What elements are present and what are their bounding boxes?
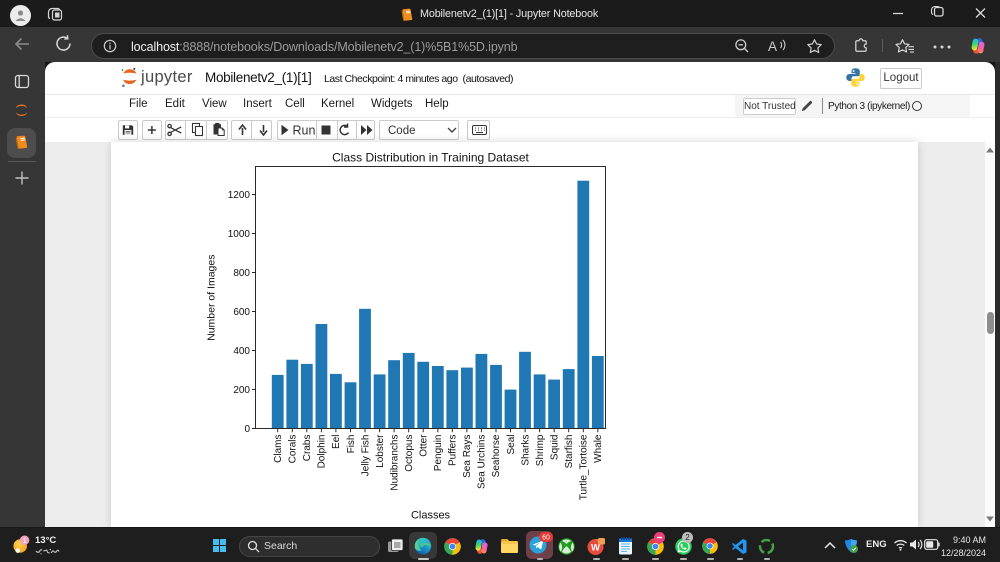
svg-text:Eel: Eel <box>331 435 342 449</box>
svg-text:600: 600 <box>233 307 250 318</box>
svg-text:Run: Run <box>293 124 316 138</box>
svg-text:Squid: Squid <box>549 435 560 461</box>
svg-text:Otter: Otter <box>419 434 430 457</box>
svg-text:1200: 1200 <box>228 190 251 201</box>
svg-text:Lobster: Lobster <box>375 434 386 468</box>
svg-text:Penguin: Penguin <box>433 435 444 472</box>
svg-text:Sea Urchins: Sea Urchins <box>477 435 488 489</box>
svg-text:Octopus: Octopus <box>404 435 415 472</box>
svg-text:Code: Code <box>388 125 416 137</box>
svg-text:Corals: Corals <box>288 435 299 464</box>
svg-text:Class Distribution in Training: Class Distribution in Training Dataset <box>332 151 529 165</box>
svg-text:800: 800 <box>233 268 250 279</box>
svg-text:W: W <box>591 543 600 554</box>
svg-text:Sharks: Sharks <box>520 435 531 466</box>
svg-text:0: 0 <box>244 424 250 435</box>
svg-text:200: 200 <box>233 385 250 396</box>
svg-text:A: A <box>768 39 777 54</box>
svg-text:2: 2 <box>685 533 690 542</box>
svg-text:Crabs: Crabs <box>302 435 313 462</box>
svg-text:Number of Images: Number of Images <box>206 255 218 341</box>
svg-text:Turtle_Tortoise: Turtle_Tortoise <box>579 434 590 500</box>
svg-text:Jelly Fish: Jelly Fish <box>360 435 371 477</box>
svg-text:400: 400 <box>233 346 250 357</box>
svg-text:Whale: Whale <box>593 434 604 463</box>
svg-text:1: 1 <box>23 536 27 545</box>
svg-text:Puffers: Puffers <box>448 435 459 467</box>
svg-text:1000: 1000 <box>228 229 251 240</box>
svg-text:Sea Rays: Sea Rays <box>462 435 473 478</box>
svg-text:Starfish: Starfish <box>564 435 575 469</box>
svg-text:Seal: Seal <box>506 435 517 455</box>
svg-text:Fish: Fish <box>346 435 357 454</box>
svg-text:Classes: Classes <box>411 510 451 522</box>
svg-text:Nudibranchs: Nudibranchs <box>389 435 400 491</box>
svg-text:Clams: Clams <box>273 435 284 463</box>
svg-text:60: 60 <box>542 534 550 541</box>
svg-text:Shrimp: Shrimp <box>535 434 546 466</box>
svg-text:Seahorse: Seahorse <box>491 434 502 477</box>
svg-text:Dolphin: Dolphin <box>317 435 328 469</box>
